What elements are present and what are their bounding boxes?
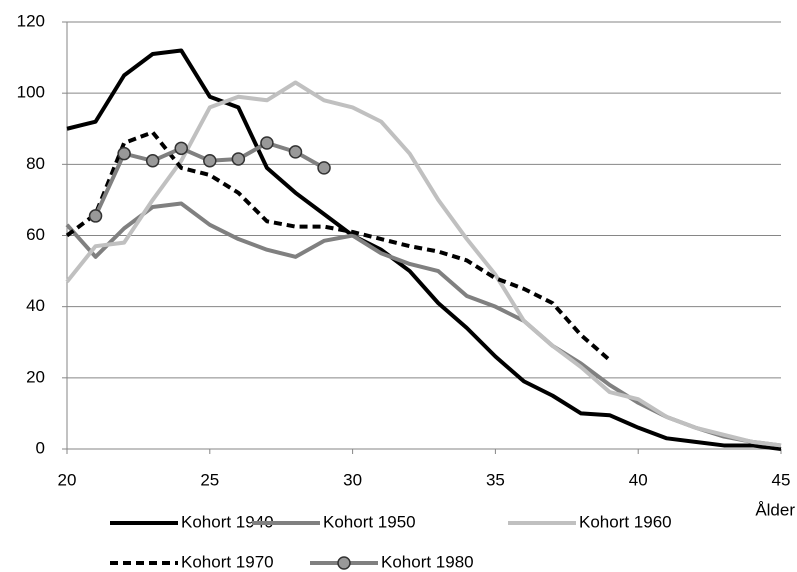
y-tick-label: 120 [17, 11, 45, 30]
series-marker [174, 141, 188, 156]
x-tick-label: 40 [629, 470, 648, 489]
y-tick-label: 80 [26, 154, 45, 173]
series-marker [260, 136, 274, 150]
series-line [65, 130, 611, 362]
x-tick-label: 30 [343, 470, 362, 489]
legend-label: Kohort 1950 [323, 512, 416, 531]
series-marker [288, 145, 303, 159]
y-tick-label: 100 [17, 83, 45, 102]
legend-marker [337, 556, 351, 570]
x-tick-label: 35 [486, 470, 505, 489]
legend-label: Kohort 1960 [579, 512, 672, 531]
y-tick-label: 20 [26, 367, 45, 386]
series-marker [203, 154, 217, 168]
series-line [65, 201, 782, 448]
series-line [66, 48, 782, 451]
x-tick-label: 25 [200, 470, 219, 489]
series-marker [88, 209, 103, 223]
series-marker [145, 154, 160, 168]
series-marker [231, 152, 246, 166]
x-tick-label: 45 [772, 470, 791, 489]
x-axis-label: Ålder [755, 500, 795, 519]
legend-label: Kohort 1970 [181, 552, 274, 571]
series-marker [117, 146, 131, 161]
series-marker [317, 161, 331, 175]
y-tick-label: 0 [36, 438, 45, 457]
y-tick-label: 60 [26, 225, 45, 244]
y-tick-label: 40 [26, 296, 45, 315]
legend-label: Kohort 1980 [381, 552, 474, 571]
series-line [65, 80, 782, 448]
legend-label: Kohort 1940 [181, 512, 274, 531]
x-tick-label: 20 [58, 470, 77, 489]
